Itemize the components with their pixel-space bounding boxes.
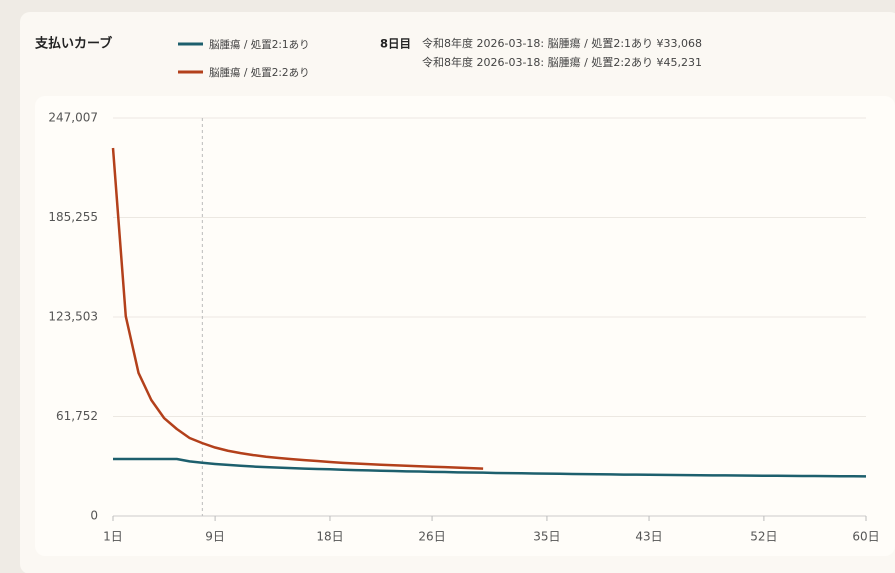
x-tick-label: 60日 xyxy=(852,530,879,544)
x-tick-label: 35日 xyxy=(533,530,560,544)
x-tick-label: 26日 xyxy=(418,530,445,544)
tooltip-line: 令和8年度 2026-03-18: 脳腫瘍 / 処置2:2あり ¥45,231 xyxy=(422,55,702,69)
legend-label: 脳腫瘍 / 処置2:2あり xyxy=(209,66,310,79)
series-line xyxy=(111,147,484,470)
x-tick-label: 1日 xyxy=(103,530,123,544)
tooltip-line: 令和8年度 2026-03-18: 脳腫瘍 / 処置2:1あり ¥33,068 xyxy=(422,36,702,50)
x-tick-label: 9日 xyxy=(205,530,225,544)
y-tick-label: 185,255 xyxy=(48,210,98,224)
y-tick-label: 61,752 xyxy=(56,409,98,423)
plot-panel xyxy=(35,96,895,556)
x-tick-label: 18日 xyxy=(316,530,343,544)
legend-label: 脳腫瘍 / 処置2:1あり xyxy=(209,38,310,51)
y-tick-label: 247,007 xyxy=(48,111,98,125)
y-tick-label: 123,503 xyxy=(48,310,98,324)
y-tick-label: 0 xyxy=(90,509,98,523)
chart-title: 支払いカーブ xyxy=(34,36,112,52)
tooltip-title: 8日目 xyxy=(380,37,411,51)
series-line xyxy=(113,457,867,478)
x-tick-label: 43日 xyxy=(635,530,662,544)
x-tick-label: 52日 xyxy=(750,530,777,544)
